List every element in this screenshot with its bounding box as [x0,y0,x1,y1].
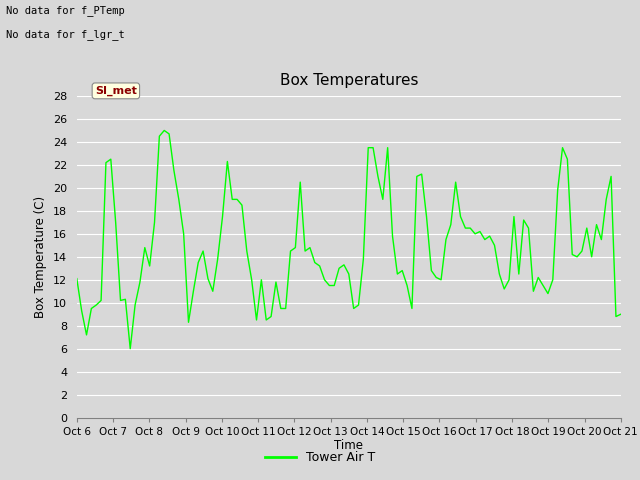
X-axis label: Time: Time [334,439,364,453]
Text: No data for f_lgr_t: No data for f_lgr_t [6,29,125,40]
Text: No data for f_PTemp: No data for f_PTemp [6,5,125,16]
Title: Box Temperatures: Box Temperatures [280,73,418,88]
Y-axis label: Box Temperature (C): Box Temperature (C) [35,196,47,318]
Legend: Tower Air T: Tower Air T [260,446,380,469]
Text: SI_met: SI_met [95,86,137,96]
